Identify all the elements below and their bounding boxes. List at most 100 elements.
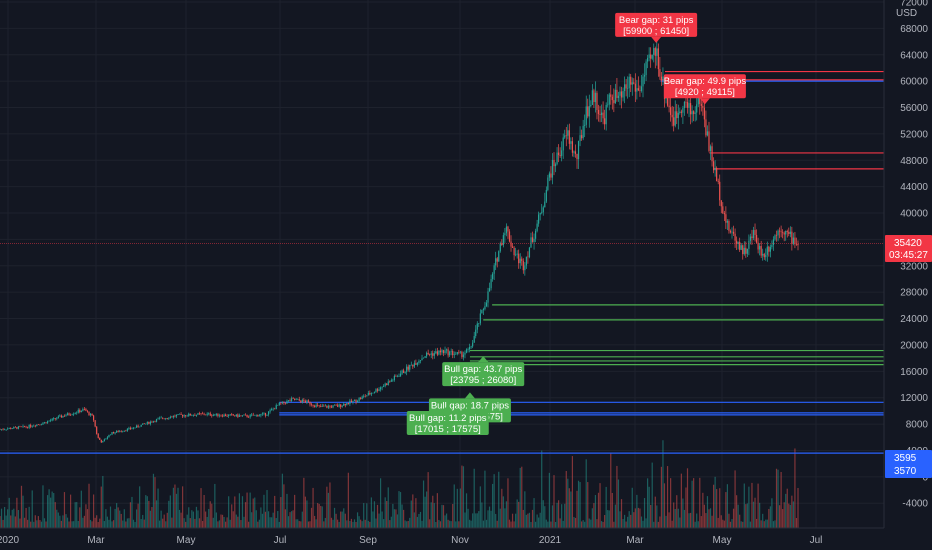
volume-bar bbox=[280, 497, 282, 528]
volume-bar bbox=[82, 517, 84, 528]
candle-body bbox=[654, 48, 656, 56]
candle-body bbox=[714, 167, 716, 171]
time-axis-bg[interactable] bbox=[0, 528, 932, 550]
volume-bar bbox=[689, 512, 692, 528]
candle-body bbox=[341, 405, 343, 407]
candle-body bbox=[251, 414, 253, 416]
volume-bar bbox=[59, 515, 61, 528]
candle-body bbox=[498, 251, 500, 262]
candle-body bbox=[201, 413, 204, 415]
volume-bar bbox=[712, 484, 715, 528]
candle-body bbox=[77, 409, 79, 413]
volume-bar bbox=[33, 521, 35, 528]
candle-body bbox=[323, 405, 325, 407]
volume-bar bbox=[327, 492, 330, 528]
candle-body bbox=[238, 415, 240, 417]
volume-bar bbox=[197, 510, 199, 528]
candle-body bbox=[476, 323, 478, 330]
candle-body bbox=[197, 413, 199, 415]
candle-body bbox=[527, 256, 529, 258]
volume-bar bbox=[278, 521, 280, 528]
volume-bar bbox=[696, 513, 698, 528]
candle-body bbox=[42, 423, 44, 425]
y-tick-label: 20000 bbox=[900, 340, 928, 351]
volume-bar bbox=[720, 515, 722, 528]
candle-body bbox=[607, 104, 609, 106]
candle-body bbox=[386, 383, 388, 386]
volume-bar bbox=[310, 507, 313, 528]
candle-body bbox=[275, 405, 277, 410]
candle-body bbox=[691, 111, 693, 115]
candle-body bbox=[349, 400, 351, 405]
candle-body bbox=[689, 103, 692, 115]
volume-bar bbox=[11, 509, 13, 528]
candle-body bbox=[501, 243, 503, 245]
candle-body bbox=[778, 230, 781, 232]
volume-bar bbox=[577, 480, 580, 528]
volume-bar bbox=[23, 517, 26, 528]
candle-body bbox=[786, 230, 788, 232]
volume-bar bbox=[757, 483, 759, 528]
candle-body bbox=[645, 61, 647, 76]
volume-bar bbox=[63, 492, 66, 528]
volume-bar bbox=[76, 502, 78, 528]
volume-bar bbox=[386, 501, 388, 528]
volume-bar bbox=[111, 521, 113, 528]
candle-body bbox=[25, 426, 27, 428]
candle-body bbox=[642, 76, 644, 87]
y-tick-label: 24000 bbox=[900, 314, 928, 325]
annotation-box bbox=[442, 362, 525, 387]
volume-bar bbox=[789, 504, 791, 528]
candle-body bbox=[475, 329, 477, 337]
candle-body bbox=[45, 422, 47, 424]
candle-body bbox=[20, 426, 23, 428]
candle-body bbox=[726, 221, 729, 223]
candle-body bbox=[300, 400, 302, 403]
candle-body bbox=[114, 432, 116, 434]
candle-body bbox=[530, 237, 532, 248]
candle-body bbox=[700, 103, 702, 106]
volume-bar bbox=[533, 498, 535, 528]
volume-bar bbox=[565, 470, 567, 528]
volume-bar bbox=[89, 519, 92, 528]
candle-body bbox=[106, 437, 109, 439]
volume-bar bbox=[376, 504, 379, 528]
volume-bar bbox=[39, 520, 41, 528]
candle-body bbox=[723, 213, 725, 215]
volume-bar bbox=[338, 521, 340, 528]
candle-body bbox=[43, 422, 46, 424]
volume-bar bbox=[607, 510, 609, 528]
candle-body bbox=[757, 242, 759, 250]
grid bbox=[0, 0, 884, 528]
volume-bar bbox=[346, 520, 348, 528]
volume-bar bbox=[768, 508, 770, 528]
volume-bar bbox=[438, 519, 440, 528]
y-tick-label: 56000 bbox=[900, 103, 928, 114]
candle-body bbox=[252, 414, 254, 416]
volume-bar bbox=[40, 521, 43, 528]
candle-body bbox=[267, 411, 270, 415]
candle-body bbox=[318, 405, 320, 406]
volume-bar bbox=[289, 512, 291, 528]
volume-bar bbox=[298, 521, 300, 528]
gap-annotation: Bear gap: 49.9 pips[4920 ; 49115] bbox=[664, 74, 746, 105]
candle-body bbox=[564, 135, 566, 138]
candle-body bbox=[472, 342, 474, 347]
volume-bar bbox=[467, 508, 469, 528]
candle-body bbox=[248, 416, 250, 418]
candle-body bbox=[94, 420, 96, 427]
volume-bar bbox=[527, 513, 529, 528]
volume-bar bbox=[313, 515, 316, 528]
volume-bar bbox=[0, 508, 3, 528]
volume-bar bbox=[126, 518, 128, 528]
candle-body bbox=[310, 404, 313, 406]
volume-bar bbox=[69, 494, 72, 528]
candle-body bbox=[163, 418, 165, 420]
volume-bar bbox=[640, 516, 643, 528]
candle-body bbox=[112, 432, 115, 434]
candle-body bbox=[608, 94, 610, 105]
candle-body bbox=[337, 405, 339, 407]
volume-bar bbox=[94, 517, 96, 528]
candle-body bbox=[521, 258, 523, 261]
